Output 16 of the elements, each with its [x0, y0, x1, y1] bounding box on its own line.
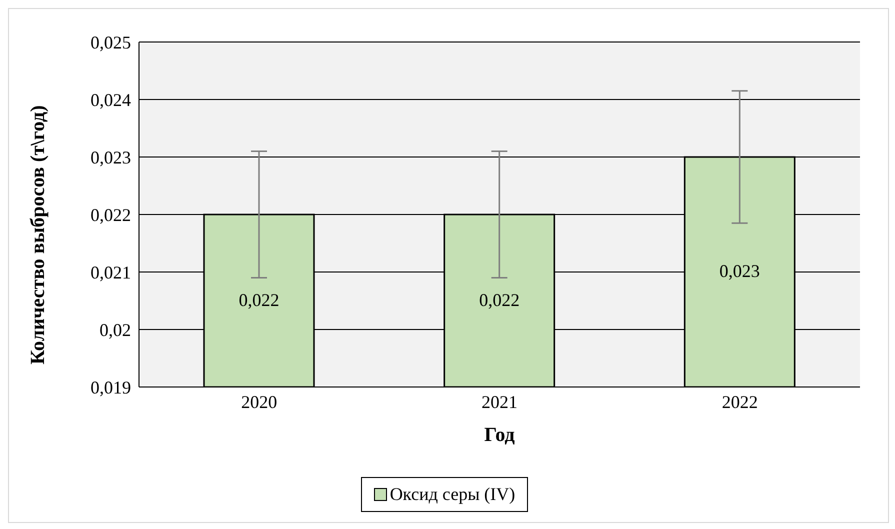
y-tick-label: 0,025 — [90, 32, 131, 52]
y-tick-label: 0,023 — [90, 147, 131, 168]
data-label: 0,022 — [479, 290, 520, 310]
legend-label: Оксид серы (IV) — [388, 484, 516, 505]
data-label: 0,023 — [719, 261, 760, 281]
y-tick-label: 0,022 — [90, 204, 131, 225]
x-axis-title: Год — [484, 424, 515, 446]
y-tick-label: 0,02 — [100, 320, 131, 340]
y-axis-title: Количество выбросов (т\год) — [27, 105, 50, 364]
x-tick-label: 2021 — [482, 392, 518, 412]
y-tick-label: 0,021 — [90, 262, 131, 282]
y-tick-label: 0,019 — [90, 377, 131, 398]
x-tick-label: 2022 — [722, 392, 758, 412]
data-label: 0,022 — [238, 290, 280, 310]
x-tick-label: 2020 — [241, 392, 278, 412]
y-tick-label: 0,024 — [90, 90, 131, 110]
